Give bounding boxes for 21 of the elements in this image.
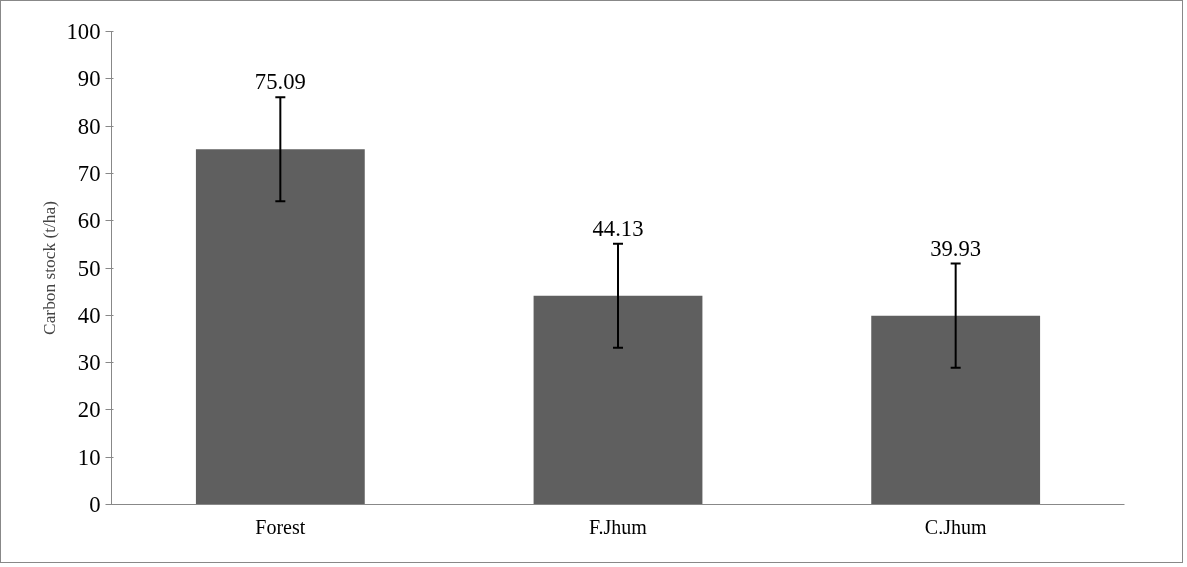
bar: [533, 295, 703, 505]
y-tick-label: 20: [77, 397, 101, 423]
y-tick-label: 40: [77, 302, 101, 328]
y-axis-title: Carbon stock (t/ha): [39, 200, 59, 335]
y-tick-label: 70: [77, 160, 101, 186]
y-tick-label: 90: [77, 66, 101, 92]
data-label: 44.13: [592, 215, 644, 241]
data-label: 75.09: [254, 69, 306, 95]
bar: [871, 315, 1041, 505]
y-tick-label: 30: [77, 350, 101, 376]
bar: [195, 149, 365, 505]
y-tick-label: 50: [77, 255, 101, 281]
y-tick-label: 0: [89, 492, 101, 517]
y-tick-label: 60: [77, 208, 101, 234]
y-tick-label: 80: [77, 113, 101, 139]
y-tick-label: 100: [66, 19, 101, 44]
x-tick-label: C.Jhum: [924, 515, 987, 538]
x-tick-label: F.Jhum: [589, 515, 648, 538]
data-label: 39.93: [930, 235, 982, 261]
y-tick-label: 10: [77, 444, 101, 470]
x-tick-label: Forest: [255, 515, 306, 538]
